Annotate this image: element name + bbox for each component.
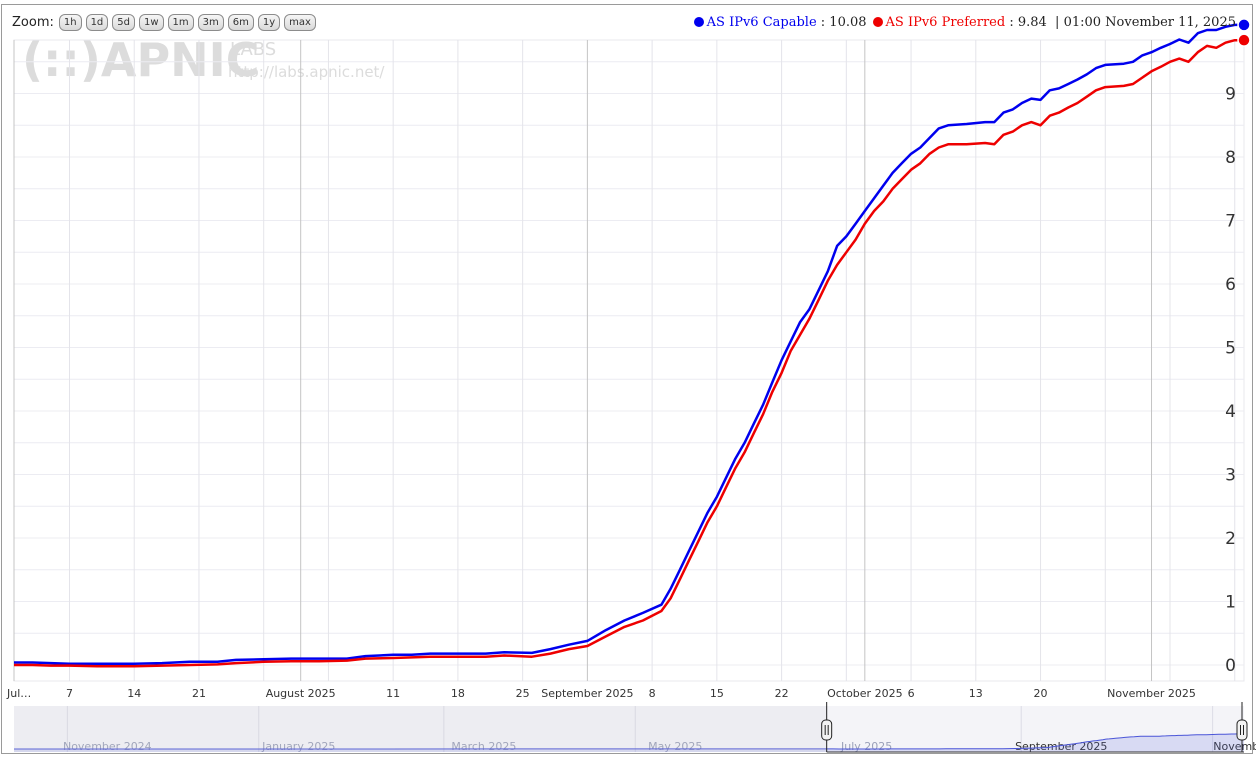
series-layer: [14, 18, 1251, 668]
grid: [13, 39, 1245, 682]
preferred-dot-icon: [872, 17, 883, 27]
legend-preferred-name: AS IPv6 Preferred: [885, 14, 1006, 30]
y-tick-label: 9: [1225, 85, 1236, 105]
y-tick-label: 5: [1225, 339, 1236, 359]
legend-preferred-value: 9.84: [1017, 14, 1047, 30]
x-tick-label: 25: [516, 687, 530, 700]
x-tick-label: 13: [969, 687, 983, 700]
y-tick-label: 4: [1225, 402, 1236, 422]
apnic-labs-watermark: (::)APNIC LABS http://labs.apnic.net/: [22, 33, 385, 87]
navigator-line: [13, 733, 1244, 750]
x-tick-label: 22: [775, 687, 789, 700]
y-tick-label: 2: [1225, 529, 1236, 549]
x-tick-label: 7: [66, 687, 73, 700]
series-end-marker[interactable]: [1237, 33, 1251, 47]
x-tick-label: September 2025: [541, 687, 633, 700]
legend-timestamp: 01:00 November 11, 2025: [1063, 14, 1236, 30]
zoom-6m-button[interactable]: 6m: [227, 13, 254, 31]
navigator-label: March 2025: [451, 740, 516, 753]
y-tick-label: 7: [1225, 212, 1236, 232]
x-tick-label: 14: [127, 687, 141, 700]
navigator-label: May 2025: [648, 740, 702, 753]
x-tick-label: 21: [192, 687, 206, 700]
zoom-1y-button[interactable]: 1y: [257, 13, 281, 31]
series-line-preferred: [14, 38, 1244, 668]
series-end-marker[interactable]: [1237, 18, 1251, 32]
navigator-right-handle[interactable]: [1236, 719, 1248, 741]
navigator-left-handle[interactable]: [821, 719, 833, 741]
legend-capable-value: 10.08: [829, 14, 867, 30]
range-navigator[interactable]: November 2024 January 2025 March 2025 May 2…: [13, 702, 1256, 753]
series-line-capable: [14, 23, 1244, 665]
zoom-label: Zoom:: [12, 14, 54, 30]
legend-capable-name: AS IPv6 Capable: [706, 14, 817, 30]
x-tick-label: October 2025: [827, 687, 903, 700]
x-tick-label: November 2025: [1107, 687, 1196, 700]
x-tick-label: 15: [710, 687, 724, 700]
x-tick-label: 20: [1034, 687, 1048, 700]
y-tick-label: 0: [1225, 656, 1236, 676]
zoom-1m-button[interactable]: 1m: [167, 13, 194, 31]
navigator-track[interactable]: [14, 706, 1244, 752]
capable-dot-icon: [693, 17, 704, 27]
x-tick-label: August 2025: [266, 687, 336, 700]
x-tick-label: Jul…: [6, 687, 31, 700]
navigator-label: July 2025: [840, 740, 892, 753]
y-tick-label: 6: [1225, 275, 1236, 295]
watermark-url: http://labs.apnic.net/: [228, 63, 385, 81]
zoom-1h-button[interactable]: 1h: [58, 13, 82, 31]
legend: AS IPv6 Capable : 10.08 AS IPv6 Preferre…: [693, 12, 1236, 32]
zoom-bar: Zoom: 1h 1d 5d 1w 1m 3m 6m 1y max: [12, 12, 320, 32]
zoom-3m-button[interactable]: 3m: [197, 13, 224, 31]
y-axis: 0 1 2 3 4 5 6 7 8 9: [1225, 85, 1236, 677]
y-tick-label: 8: [1225, 148, 1236, 168]
navigator-area: [14, 733, 1244, 752]
navigator-label: November 2024: [63, 740, 152, 753]
x-tick-label: 8: [649, 687, 656, 700]
zoom-1w-button[interactable]: 1w: [139, 13, 164, 31]
navigator-label: September 2025: [1015, 740, 1107, 753]
navigator-mask: [14, 706, 827, 752]
legend-divider: |: [1046, 14, 1064, 30]
x-tick-label: 11: [386, 687, 400, 700]
zoom-max-button[interactable]: max: [284, 13, 316, 31]
watermark-logo: (::)APNIC: [22, 33, 260, 87]
navigator-label: November 2…: [1213, 740, 1256, 753]
zoom-5d-button[interactable]: 5d: [112, 13, 135, 31]
y-tick-label: 1: [1225, 593, 1236, 613]
x-tick-label: 18: [451, 687, 465, 700]
legend-sep: :: [1005, 14, 1018, 30]
zoom-1d-button[interactable]: 1d: [85, 13, 109, 31]
x-tick-label: 6: [908, 687, 915, 700]
legend-sep: :: [816, 14, 830, 30]
navigator-label: January 2025: [261, 740, 335, 753]
y-tick-label: 3: [1225, 466, 1236, 486]
watermark-labs: LABS: [230, 39, 276, 60]
x-axis: Jul… 7 14 21 August 2025 11 18 25 September 2025…: [6, 687, 1196, 700]
